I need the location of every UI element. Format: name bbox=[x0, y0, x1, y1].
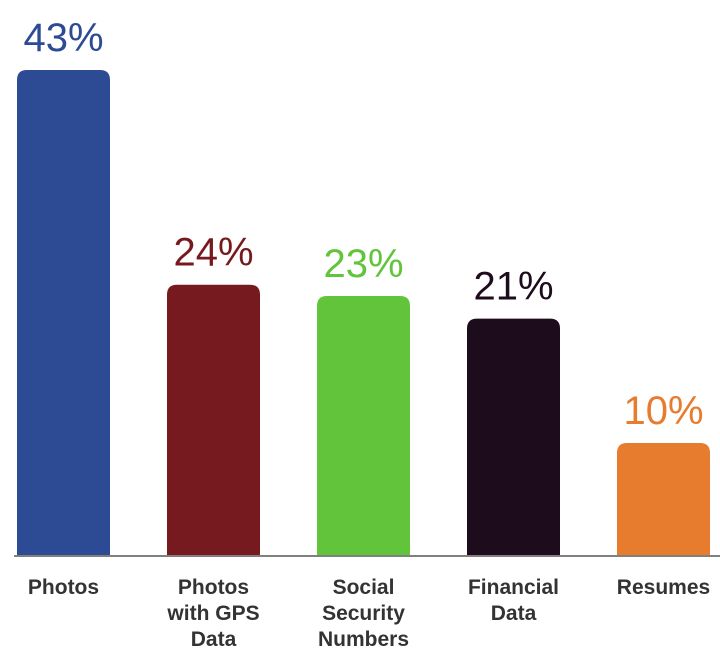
bar bbox=[467, 318, 560, 556]
bar-value-label: 21% bbox=[473, 265, 553, 309]
category-label-line: Data bbox=[491, 602, 537, 625]
category-label: Social Security Numbers bbox=[318, 576, 409, 651]
bar-value-label: 10% bbox=[623, 389, 703, 433]
category-label-line: Photos bbox=[28, 576, 99, 599]
category-label: Photos with GPS Data bbox=[166, 576, 259, 651]
category-label: Resumes bbox=[617, 576, 710, 599]
bars-group bbox=[17, 70, 710, 556]
category-label-line: Financial bbox=[468, 576, 559, 599]
value-labels-group: 43% 24% 23% 21% 10% bbox=[23, 16, 703, 433]
bar-value-label: 23% bbox=[323, 242, 403, 286]
bar-value-label: 43% bbox=[23, 16, 103, 60]
bar-value-label: 24% bbox=[173, 231, 253, 275]
bar bbox=[167, 284, 260, 556]
category-label-line: Resumes bbox=[617, 576, 710, 599]
category-labels-group: Photos Photos with GPS Data Social Security Nu… bbox=[28, 576, 710, 651]
category-label: Photos bbox=[28, 576, 99, 599]
bar bbox=[317, 296, 410, 556]
category-label-line: Photos bbox=[178, 576, 249, 599]
category-label-line: Numbers bbox=[318, 628, 409, 651]
category-label: Financial Data bbox=[468, 576, 559, 625]
bar bbox=[17, 70, 110, 556]
category-label-line: Social bbox=[333, 576, 395, 599]
category-label-line: Security bbox=[322, 602, 405, 625]
category-label-line: with GPS bbox=[166, 602, 259, 625]
category-label-line: Data bbox=[191, 628, 237, 651]
bar bbox=[617, 442, 710, 556]
